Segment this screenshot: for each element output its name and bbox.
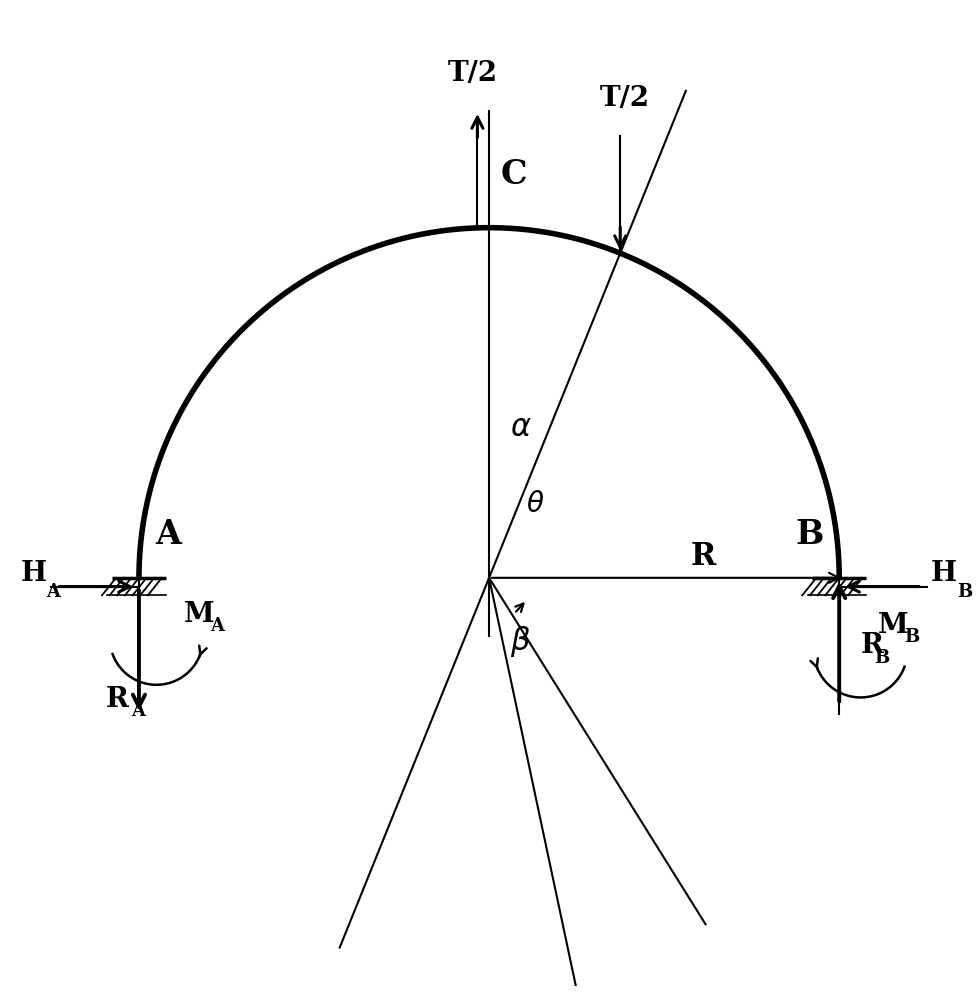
Text: R: R: [106, 686, 129, 713]
Text: B: B: [956, 583, 971, 601]
Text: T/2: T/2: [600, 85, 649, 112]
Text: A: A: [156, 518, 181, 551]
Text: $\theta$: $\theta$: [525, 491, 544, 518]
Text: $\alpha$: $\alpha$: [510, 412, 532, 443]
Text: M: M: [184, 601, 214, 628]
Text: H: H: [930, 560, 956, 587]
Text: A: A: [47, 583, 61, 601]
Text: $\beta$: $\beta$: [510, 624, 530, 659]
Text: R: R: [860, 632, 883, 659]
Text: M: M: [877, 612, 908, 639]
Text: T/2: T/2: [447, 60, 497, 87]
Text: H: H: [21, 560, 47, 587]
Text: B: B: [795, 518, 823, 551]
Text: B: B: [873, 649, 889, 667]
Text: A: A: [209, 617, 224, 635]
Text: B: B: [904, 628, 918, 646]
Text: A: A: [131, 702, 145, 720]
Text: C: C: [500, 158, 526, 191]
Text: R: R: [689, 541, 715, 572]
